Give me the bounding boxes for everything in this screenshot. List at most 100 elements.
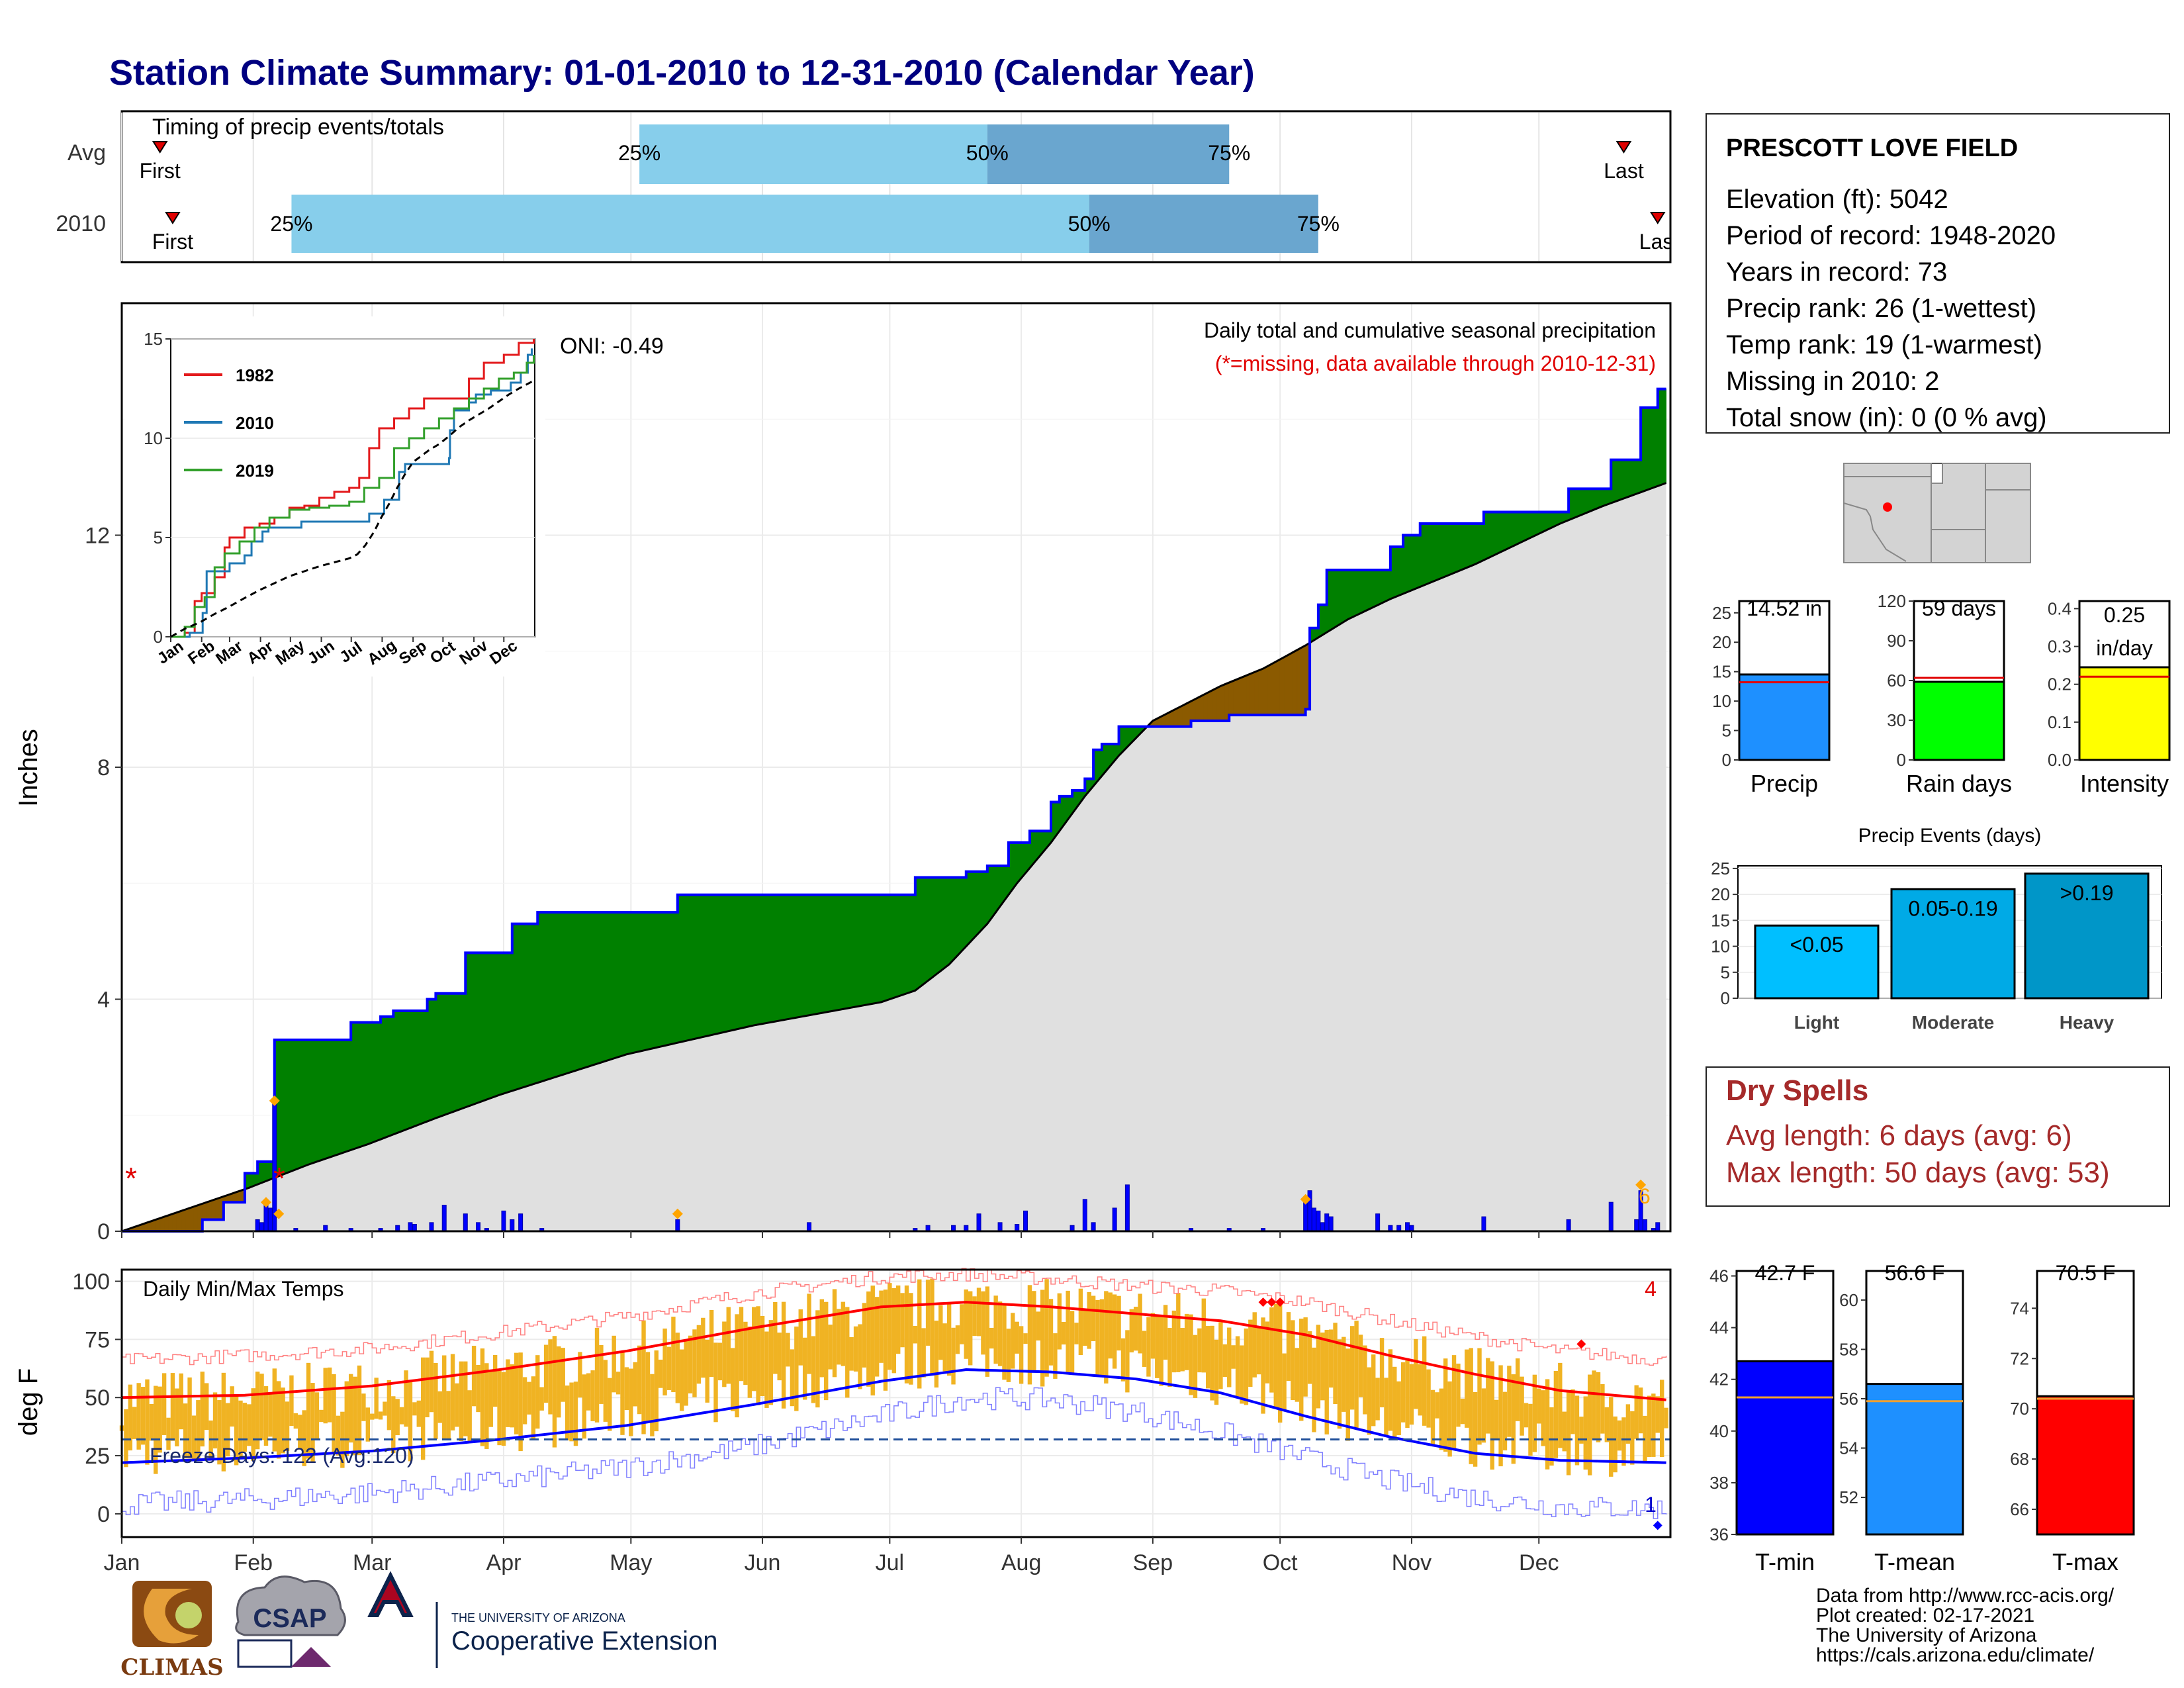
above-average-segment	[320, 1039, 326, 1161]
events-tick-label: 5	[1721, 962, 1730, 982]
above-average-segment	[478, 953, 483, 1103]
above-average-segment	[809, 894, 814, 1016]
daily-temp-range	[968, 1291, 973, 1366]
daily-temp-range	[1545, 1379, 1550, 1470]
intensity-tick-label: 0.2	[2048, 675, 2071, 694]
above-average-segment	[677, 894, 682, 1043]
average-max-temp-line	[121, 1301, 1666, 1401]
above-average-segment	[592, 912, 598, 1066]
above-average-segment	[1627, 459, 1633, 498]
below-average-segment	[1182, 702, 1187, 727]
temp-ytick-label: 100	[72, 1270, 110, 1295]
daily-temp-range	[374, 1378, 379, 1419]
daily-precip-bar	[1643, 1219, 1648, 1232]
above-average-segment	[1012, 842, 1018, 890]
below-average-segment	[193, 1205, 199, 1232]
daily-temp-range	[824, 1301, 829, 1401]
below-average-segment	[1254, 670, 1259, 716]
above-average-segment	[842, 894, 848, 1009]
inset-ytick-label: 10	[144, 428, 163, 448]
daily-temp-range	[705, 1339, 709, 1403]
daily-temp-range	[522, 1377, 527, 1425]
above-average-segment	[1365, 569, 1370, 612]
daily-temp-range	[1625, 1404, 1631, 1444]
daily-temp-range	[815, 1310, 820, 1408]
daily-temp-range	[1189, 1314, 1193, 1395]
legend-1982: 1982	[236, 365, 274, 385]
above-average-segment	[1585, 489, 1590, 514]
daily-temp-range	[480, 1348, 485, 1446]
daily-temp-range	[442, 1355, 447, 1440]
temp-ytick-label: 50	[85, 1385, 110, 1411]
footer-credits: Data from http://www.rcc-acis.org/ Plot …	[1816, 1585, 2115, 1666]
daily-precip-bar	[441, 1205, 447, 1232]
above-average-segment	[435, 993, 441, 1119]
daily-temp-range	[1044, 1279, 1049, 1377]
above-average-segment	[872, 894, 878, 1004]
above-average-segment	[346, 1039, 351, 1152]
extreme-event-marker	[1300, 1194, 1311, 1205]
intensity-label: Intensity	[2080, 770, 2169, 797]
above-average-segment	[1543, 512, 1548, 532]
extreme-event-marker	[672, 1208, 683, 1219]
tmax-tick-label: 70	[2010, 1399, 2029, 1419]
above-average-segment	[821, 894, 827, 1013]
main-ytick-label: 0	[97, 1219, 110, 1244]
above-average-segment	[1615, 459, 1620, 502]
station-line-7: Total snow (in): 0 (0 % avg)	[1726, 403, 2047, 432]
dry-spells-avg: Avg length: 6 days (avg: 6)	[1726, 1119, 2072, 1152]
above-average-segment	[668, 912, 674, 1045]
timing-y2010-first-marker	[165, 212, 181, 224]
temp-ytick-label: 25	[85, 1444, 110, 1469]
intensity-tick-label: 0.3	[2048, 637, 2071, 657]
above-average-segment	[359, 1022, 364, 1148]
daily-temp-range	[1269, 1307, 1274, 1393]
intensity-tick-label: 0.1	[2048, 712, 2071, 732]
daily-temp-range	[1142, 1331, 1147, 1367]
daily-temp-range	[179, 1373, 183, 1430]
raindays-tick-label: 90	[1887, 631, 1906, 651]
above-average-segment	[494, 953, 500, 1097]
daily-temp-range	[1120, 1338, 1126, 1382]
daily-precip-bar	[1015, 1223, 1020, 1232]
daily-temp-range	[1562, 1411, 1567, 1452]
daily-temp-range	[1621, 1417, 1626, 1466]
above-average-segment	[957, 877, 962, 957]
above-average-segment	[643, 912, 649, 1051]
daily-temp-range	[662, 1329, 667, 1396]
above-average-segment	[1602, 489, 1608, 507]
above-average-segment	[520, 923, 525, 1089]
below-average-segment	[1207, 690, 1213, 722]
daily-temp-range	[1261, 1317, 1265, 1414]
daily-temp-range	[1087, 1291, 1091, 1349]
station-line-1: Elevation (ft): 5042	[1726, 185, 1948, 214]
daily-temp-range	[170, 1373, 175, 1441]
daily-precip-bar	[1311, 1207, 1316, 1232]
daily-temp-range	[1379, 1338, 1385, 1408]
daily-temp-range	[1048, 1299, 1054, 1366]
timing-y2010-first-label: First	[152, 230, 193, 254]
above-average-segment	[1572, 489, 1578, 519]
record-high-line	[122, 1268, 1667, 1366]
daily-temp-range	[277, 1381, 281, 1459]
above-average-segment	[953, 877, 958, 961]
timing-panel: Timing of precip events/totals Avg 2010 …	[56, 110, 1672, 263]
above-average-segment	[291, 1039, 296, 1172]
below-average-segment	[1242, 675, 1247, 716]
daily-temp-range	[832, 1289, 837, 1378]
timing-y2010-last-marker	[1649, 212, 1666, 224]
above-average-segment	[906, 894, 911, 994]
below-average-segment	[1216, 685, 1221, 722]
above-average-segment	[881, 894, 886, 1003]
above-average-segment	[635, 912, 640, 1053]
tmin-value: 42.7 F	[1755, 1261, 1815, 1285]
tmean-value: 56.6 F	[1885, 1261, 1945, 1285]
daily-temp-range	[1040, 1289, 1045, 1387]
month-label-may: May	[610, 1550, 652, 1575]
above-average-segment	[622, 912, 627, 1056]
daily-temp-range	[1206, 1326, 1210, 1389]
daily-temp-range	[298, 1415, 302, 1450]
csap-logo: CSAP	[235, 1575, 346, 1668]
below-average-segment	[1203, 692, 1208, 722]
daily-temp-range	[230, 1386, 234, 1427]
